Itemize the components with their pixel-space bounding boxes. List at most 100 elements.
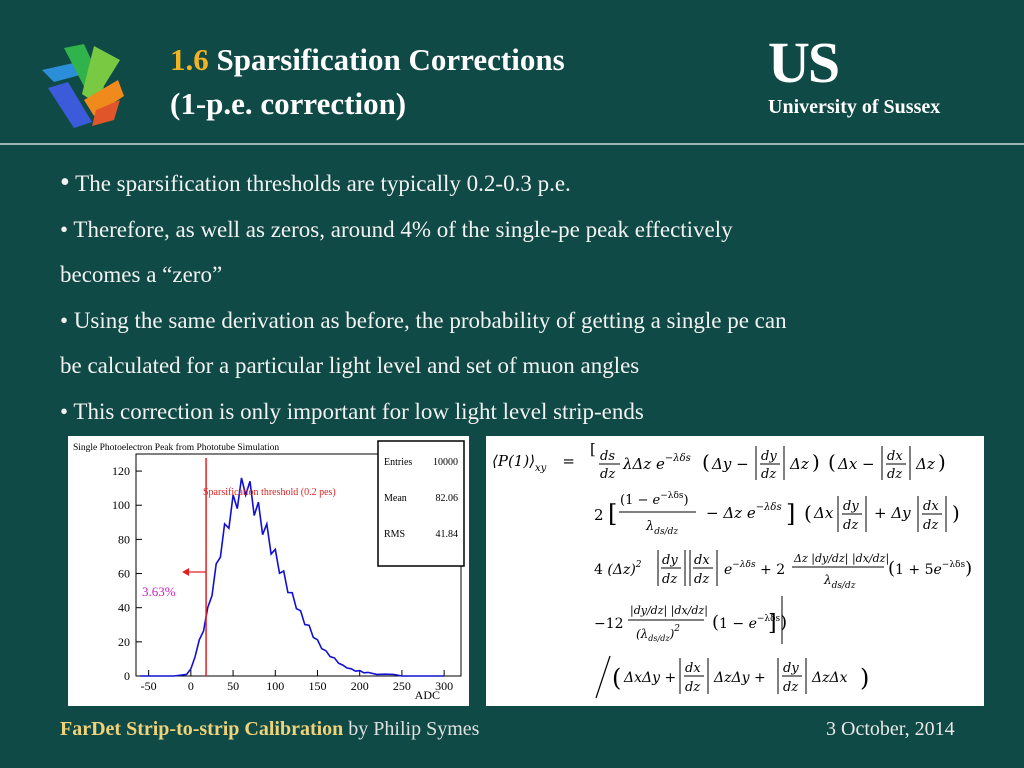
slide-title: 1.6 Sparsification Corrections (1-p.e. c… [170,38,565,126]
svg-text:): ) [952,501,960,525]
svg-text:−12: −12 [594,616,624,632]
svg-text:λΔz e−λδs: λΔz e−λδs [622,453,691,473]
threshold-label: Sparsification threshold (0.2 pes) [203,487,336,498]
svg-text:dz: dz [694,572,709,587]
svg-text:Δz |dy/dz| |dx/dz|: Δz |dy/dz| |dx/dz| [793,552,889,566]
svg-text:dz: dz [600,467,615,482]
svg-text:⟨P(1)⟩xy=: ⟨P(1)⟩xy = [492,452,575,474]
footer-project-name: FarDet Strip-to-strip Calibration [60,718,344,740]
experiment-logo-icon [42,44,124,128]
svg-text:(: ( [828,450,836,474]
bullet-item: • This correction is only important for … [60,398,644,424]
svg-text:− Δz e−λδs: − Δz e−λδs [706,502,782,522]
svg-text:(: ( [702,450,710,474]
percent-label: 3.63% [142,584,176,599]
y-tick-label: 80 [118,532,130,546]
x-tick-label: 200 [351,679,369,693]
svg-text:(λds/dz)2: (λds/dz)2 [636,624,680,643]
x-axis-label: ADC [415,688,440,702]
svg-text:ΔxΔy +: ΔxΔy + [623,670,676,686]
university-logo: US University of Sussex [768,30,978,119]
x-tick-label: -50 [141,679,157,693]
title-line-2: (1-p.e. correction) [170,86,407,121]
svg-text:(: ( [804,501,812,525]
stats-label-rms: RMS [384,529,405,540]
x-tick-label: 100 [266,679,284,693]
stats-box: Entries 10000 Mean 82.06 RMS 41.84 [377,440,465,567]
x-tick-label: 300 [435,679,453,693]
header-divider [0,143,1024,145]
stats-label-mean: Mean [384,493,407,504]
svg-text:dz: dz [761,467,776,482]
x-tick-label: 150 [308,679,326,693]
bullet-text: Therefore, as well as zeros, around 4% o… [73,216,733,242]
svg-text:dz: dz [843,518,858,533]
footer-date: 3 October, 2014 [826,718,955,740]
bullet-item: • The sparsification thresholds are typi… [60,167,571,198]
svg-text:): ) [860,664,869,692]
svg-text:+ Δy: + Δy [874,504,911,522]
chart-title: Single Photoelectron Peak from Phototube… [73,442,279,453]
svg-text:(: ( [612,664,621,692]
y-tick-label: 100 [112,498,130,512]
y-tick-label: 120 [112,464,130,478]
svg-text:|dy/dz| |dx/dz|: |dy/dz| |dx/dz| [630,604,708,618]
stats-value-entries: 10000 [433,457,458,468]
bullet-text: This correction is only important for lo… [73,398,644,424]
university-mark: US [768,30,840,95]
svg-text:(1 − e−λδs): (1 − e−λδs) [620,491,689,508]
bullet-item: • Using the same derivation as before, t… [60,307,787,333]
bullet-text: The sparsification thresholds are typica… [75,171,571,196]
title-line-1: Sparsification Corrections [216,42,565,77]
svg-text:]: ] [786,500,795,528]
y-tick-label: 40 [118,601,130,615]
histogram-chart: Single Photoelectron Peak from Phototube… [73,440,465,702]
histogram-panel: Single Photoelectron Peak from Phototube… [68,436,469,706]
university-name: University of Sussex [768,96,941,118]
threshold-arrowhead [182,568,190,576]
title-number: 1.6 [170,42,209,77]
stats-value-mean: 82.06 [436,493,459,504]
bullet-item: • Therefore, as well as zeros, around 4%… [60,216,733,242]
stats-value-rms: 41.84 [436,529,459,540]
bullet-text: Using the same derivation as before, the… [73,307,787,333]
x-tick-label: 250 [393,679,411,693]
y-tick-label: 0 [124,669,130,683]
bullet-list: • The sparsification thresholds are typi… [60,160,990,434]
svg-text:dz: dz [923,518,938,533]
svg-text:ΔzΔx: ΔzΔx [811,670,848,686]
histogram-series [140,477,445,677]
probability-formula: ⟨P(1)⟩xy = [ ds dz λΔz e−λδs ( Δy − dy dz… [492,440,972,699]
svg-text:dx: dx [887,449,903,464]
svg-text:[: [ [608,500,617,528]
svg-text:2: 2 [594,506,604,524]
svg-text:Δz: Δz [915,455,935,473]
svg-text:4 (Δz)2: 4 (Δz)2 [594,560,642,578]
svg-text:(1 + 5e−λδs): (1 + 5e−λδs) [888,558,972,579]
y-tick-label: 20 [118,635,130,649]
svg-text:ds: ds [600,449,615,464]
svg-text:e−λδs + 2: e−λδs + 2 [724,560,785,578]
svg-text:Δx −: Δx − [837,455,875,473]
svg-text:dy: dy [662,553,678,568]
svg-text:dy: dy [783,661,799,676]
svg-text:): ) [938,450,946,474]
svg-text:dy: dy [761,449,777,464]
svg-text:dz: dz [783,680,798,695]
svg-text:Δx: Δx [813,504,834,522]
svg-text:λds/dz: λds/dz [823,573,856,591]
footer-project: FarDet Strip-to-strip Calibration by Phi… [60,718,479,741]
svg-text:): ) [812,450,820,474]
svg-text:ΔzΔy +: ΔzΔy + [713,670,766,686]
formula-panel: ⟨P(1)⟩xy = [ ds dz λΔz e−λδs ( Δy − dy dz… [486,436,984,706]
y-tick-label: 60 [118,567,130,581]
svg-text:[: [ [590,440,596,458]
svg-text:Δz: Δz [789,455,809,473]
svg-text:dx: dx [694,553,710,568]
svg-text:dy: dy [843,499,859,514]
bullet-continuation: be calculated for a particular light lev… [60,353,640,378]
bullet-continuation: becomes a “zero” [60,262,223,287]
stats-box-frame [377,440,465,567]
svg-text:dx: dx [685,661,701,676]
